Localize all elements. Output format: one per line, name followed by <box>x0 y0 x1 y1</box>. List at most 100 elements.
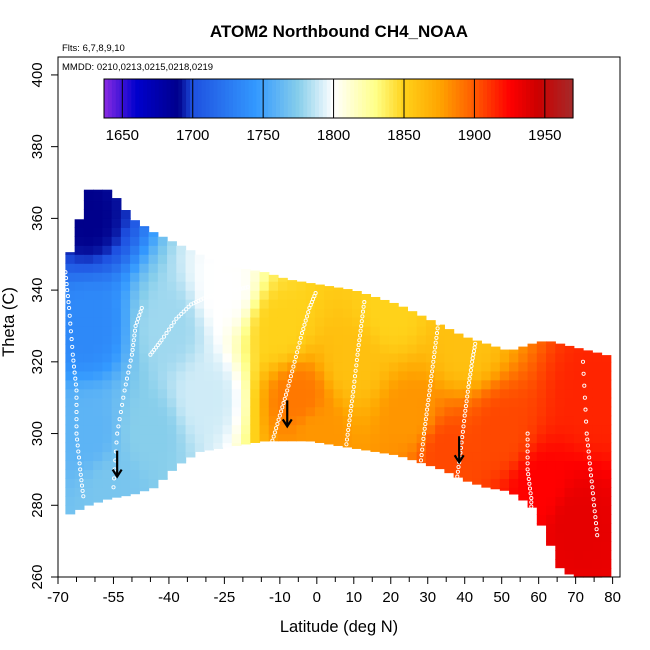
colorbar-segment <box>471 79 476 118</box>
field-cell <box>573 460 584 471</box>
field-cell <box>65 442 76 453</box>
sample-point <box>470 359 475 364</box>
sample-point <box>526 476 531 482</box>
field-cell <box>573 496 584 506</box>
field-cell <box>250 388 261 399</box>
field-cell <box>111 388 122 399</box>
field-cell <box>481 352 492 363</box>
sample-point <box>344 437 350 442</box>
field-cell <box>102 281 113 291</box>
field-cell <box>453 343 464 354</box>
field-cell <box>490 442 501 453</box>
field-cell <box>398 334 408 345</box>
colorbar-segment <box>311 79 316 118</box>
field-cell <box>592 424 603 435</box>
field-cell <box>231 379 242 390</box>
field-cell <box>241 299 251 309</box>
field-cell <box>536 460 547 471</box>
sample-point <box>434 335 439 340</box>
field-cell <box>388 379 399 390</box>
field-cell <box>102 254 113 264</box>
field-cell <box>416 442 427 453</box>
field-cell <box>527 478 538 488</box>
sample-point <box>277 413 282 418</box>
field-cell <box>213 361 224 372</box>
field-cell <box>120 263 131 273</box>
field-cell <box>213 397 224 408</box>
field-cell <box>361 308 372 318</box>
field-cell <box>324 334 335 345</box>
field-cell <box>231 424 242 435</box>
sample-point <box>306 310 311 315</box>
field-cell <box>472 406 482 417</box>
field-cell <box>333 415 344 426</box>
field-cell <box>111 325 122 336</box>
field-cell <box>222 424 233 435</box>
field-cell <box>259 334 270 345</box>
x-axis: -70 -55 -40 -25 -10 0 10 20 30 40 50 60 70 80 <box>47 577 621 606</box>
field-cell <box>148 334 159 345</box>
colorbar-segment <box>307 79 312 118</box>
sample-point <box>271 434 276 439</box>
field-cell <box>120 343 131 354</box>
colorbar-segment <box>193 79 199 118</box>
field-cell <box>259 397 270 408</box>
field-cell <box>583 350 593 354</box>
colorbar-segment <box>467 79 472 118</box>
sample-point <box>468 368 473 373</box>
field-cell <box>65 370 76 381</box>
field-cell <box>157 317 168 327</box>
field-cell <box>222 406 233 417</box>
field-cell <box>231 397 242 408</box>
field-cell <box>601 406 612 417</box>
sample-point <box>594 527 599 532</box>
field-cell <box>333 287 344 291</box>
field-cell <box>194 299 205 309</box>
field-cell <box>148 469 159 479</box>
field-cell <box>583 460 593 471</box>
sample-point <box>69 337 74 342</box>
field-cell <box>148 317 159 327</box>
field-cell <box>601 397 612 408</box>
sample-point <box>223 290 228 295</box>
field-cell <box>111 317 122 327</box>
field-cell <box>204 308 214 318</box>
sample-point <box>348 408 353 413</box>
field-cell <box>102 272 113 282</box>
field-cell <box>333 343 344 354</box>
sample-point <box>350 394 355 399</box>
sample-point <box>357 338 362 343</box>
field-cell <box>287 343 298 354</box>
field-cell <box>194 263 205 273</box>
field-cell <box>287 388 298 399</box>
sample-point <box>124 376 130 381</box>
field-cell <box>509 433 519 444</box>
field-cell <box>536 352 547 363</box>
field-cell <box>268 299 279 309</box>
field-cell <box>305 352 316 363</box>
field-cell <box>167 245 177 255</box>
field-cell <box>444 352 455 363</box>
sample-point <box>431 354 436 360</box>
field-cell <box>194 379 205 390</box>
field-cell <box>120 227 131 237</box>
field-cell <box>444 334 455 345</box>
field-cell <box>268 343 279 354</box>
field-cell <box>120 334 131 345</box>
field-cell <box>379 406 390 417</box>
field-cell <box>490 370 501 381</box>
field-cell <box>555 388 566 399</box>
sample-point <box>352 379 357 384</box>
flight-tracks <box>63 270 600 547</box>
sample-point <box>471 349 477 354</box>
sample-point <box>159 338 164 343</box>
field-cell <box>204 272 214 282</box>
field-cell <box>83 433 94 444</box>
field-cell <box>481 442 492 453</box>
field-cell <box>527 487 538 497</box>
field-cell <box>287 325 298 336</box>
sample-point <box>423 417 428 422</box>
field-cell <box>167 281 177 291</box>
field-cell <box>139 406 150 417</box>
field-cell <box>305 406 316 417</box>
